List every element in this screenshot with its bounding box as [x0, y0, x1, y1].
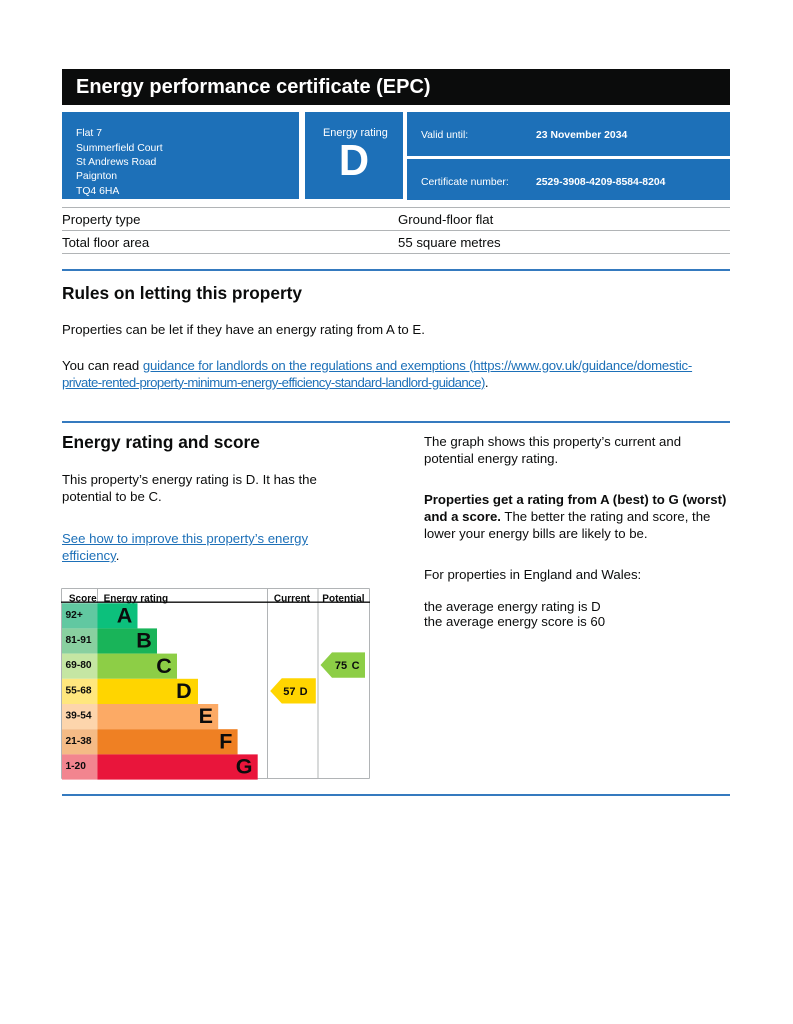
svg-text:D: D	[300, 686, 308, 698]
svg-text:57: 57	[283, 686, 295, 698]
svg-text:39-54: 39-54	[66, 711, 92, 722]
svg-text:D: D	[176, 679, 192, 703]
svg-text:Energy rating: Energy rating	[104, 593, 168, 604]
svg-text:Score: Score	[69, 593, 97, 604]
svg-text:C: C	[156, 654, 172, 678]
svg-text:A: A	[117, 603, 133, 627]
svg-text:Potential: Potential	[322, 593, 364, 604]
svg-text:B: B	[136, 629, 152, 653]
svg-text:F: F	[219, 729, 232, 753]
svg-text:21-38: 21-38	[66, 736, 92, 747]
svg-text:92+: 92+	[66, 610, 83, 621]
svg-text:75: 75	[335, 660, 347, 672]
svg-text:Current: Current	[274, 593, 311, 604]
svg-text:55-68: 55-68	[66, 685, 92, 696]
svg-text:1-20: 1-20	[66, 761, 87, 772]
svg-text:G: G	[236, 755, 253, 779]
svg-text:E: E	[199, 704, 213, 728]
svg-text:81-91: 81-91	[66, 635, 92, 646]
svg-text:69-80: 69-80	[66, 660, 92, 671]
svg-text:C: C	[352, 660, 360, 672]
